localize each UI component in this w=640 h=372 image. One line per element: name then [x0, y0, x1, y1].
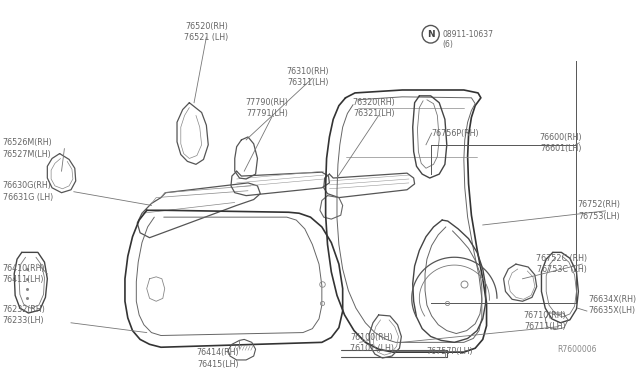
Text: 76752(RH)
76753(LH): 76752(RH) 76753(LH): [577, 200, 620, 221]
Text: 76310(RH)
76311(LH): 76310(RH) 76311(LH): [286, 67, 329, 87]
Text: 76232(RH)
76233(LH): 76232(RH) 76233(LH): [3, 305, 45, 325]
Text: 76526M(RH)
76527M(LH): 76526M(RH) 76527M(LH): [3, 138, 52, 159]
Text: N: N: [427, 30, 435, 39]
Text: 76752C (RH)
76753C (LH): 76752C (RH) 76753C (LH): [536, 254, 587, 274]
Text: 76410(RH)
76411(LH): 76410(RH) 76411(LH): [3, 264, 45, 284]
Text: (6): (6): [442, 41, 453, 49]
Text: 76100(RH)
76101 (LH): 76100(RH) 76101 (LH): [350, 333, 394, 353]
Text: 08911-10637: 08911-10637: [442, 30, 493, 39]
Text: 76710(RH)
76711(LH): 76710(RH) 76711(LH): [524, 311, 566, 331]
Text: 76756P(RH): 76756P(RH): [431, 129, 479, 138]
Text: 77790(RH)
77791(LH): 77790(RH) 77791(LH): [246, 98, 289, 118]
Text: 76630G(RH)
76631G (LH): 76630G(RH) 76631G (LH): [3, 182, 53, 202]
Text: 76520(RH)
76521 (LH): 76520(RH) 76521 (LH): [184, 22, 228, 42]
Text: 76414(RH)
76415(LH): 76414(RH) 76415(LH): [196, 348, 239, 369]
Text: 76757P(LH): 76757P(LH): [426, 347, 472, 356]
Text: R7600006: R7600006: [557, 345, 596, 354]
Text: 76600(RH)
76601(LH): 76600(RH) 76601(LH): [540, 132, 582, 153]
Text: 76634X(RH)
76635X(LH): 76634X(RH) 76635X(LH): [589, 295, 637, 315]
Text: 76320(RH)
76321(LH): 76320(RH) 76321(LH): [353, 98, 396, 118]
